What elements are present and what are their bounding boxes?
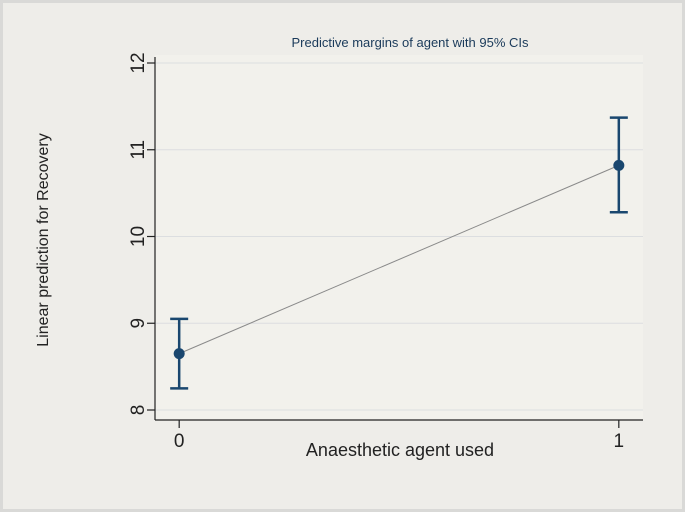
chart-title: Predictive margins of agent with 95% CIs	[292, 35, 529, 50]
x-axis-title: Anaesthetic agent used	[306, 440, 494, 460]
y-tick-label: 11	[128, 140, 149, 160]
y-tick-label: 8	[128, 405, 149, 416]
x-tick-label: 1	[614, 431, 625, 452]
x-tick-label: 0	[174, 431, 185, 452]
y-tick-label: 12	[128, 52, 149, 73]
y-tick-label: 10	[128, 226, 149, 247]
point	[613, 159, 625, 171]
y-axis-title: Linear prediction for Recovery	[35, 133, 52, 346]
plot-area	[155, 55, 643, 420]
point	[173, 348, 185, 360]
y-tick-label: 9	[128, 318, 149, 329]
connecting-line	[178, 164, 620, 355]
